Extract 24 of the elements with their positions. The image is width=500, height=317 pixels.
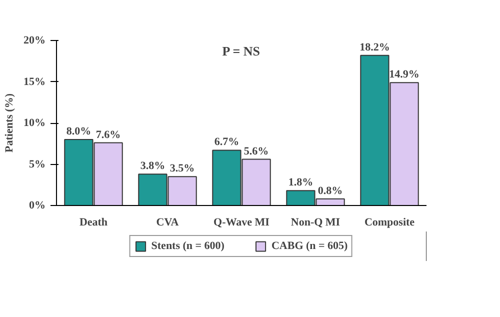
legend-label: Stents (n = 600) (151, 240, 224, 252)
y-tick-label: 0% (29, 200, 46, 212)
data-label: 7.6% (96, 128, 121, 141)
y-axis-title: Patients (%) (4, 93, 16, 152)
data-label: 0.8% (318, 184, 343, 197)
y-tick-label: 10% (24, 117, 46, 129)
x-tick-label: Q-Wave MI (214, 216, 270, 228)
y-tick-label: 15% (24, 76, 46, 88)
data-label: 14.9% (389, 68, 420, 81)
x-tick-label: CVA (156, 216, 179, 228)
data-label: 5.6% (244, 145, 269, 158)
data-label: 8.0% (66, 126, 92, 138)
data-label: 18.2% (360, 41, 390, 54)
x-tick-label: Composite (364, 216, 415, 228)
annotation: P = NS (222, 44, 260, 58)
y-tick-label: 20% (24, 34, 46, 46)
legend-label: CABG (n = 605) (271, 240, 348, 252)
data-label: 6.7% (214, 136, 240, 148)
data-label: 1.8% (288, 176, 314, 189)
data-label: 3.8% (140, 160, 166, 172)
data-label: 3.5% (170, 162, 195, 175)
y-tick-label: 5% (29, 158, 46, 170)
x-tick-label: Death (79, 216, 108, 228)
x-tick-label: Non-Q MI (290, 216, 340, 228)
